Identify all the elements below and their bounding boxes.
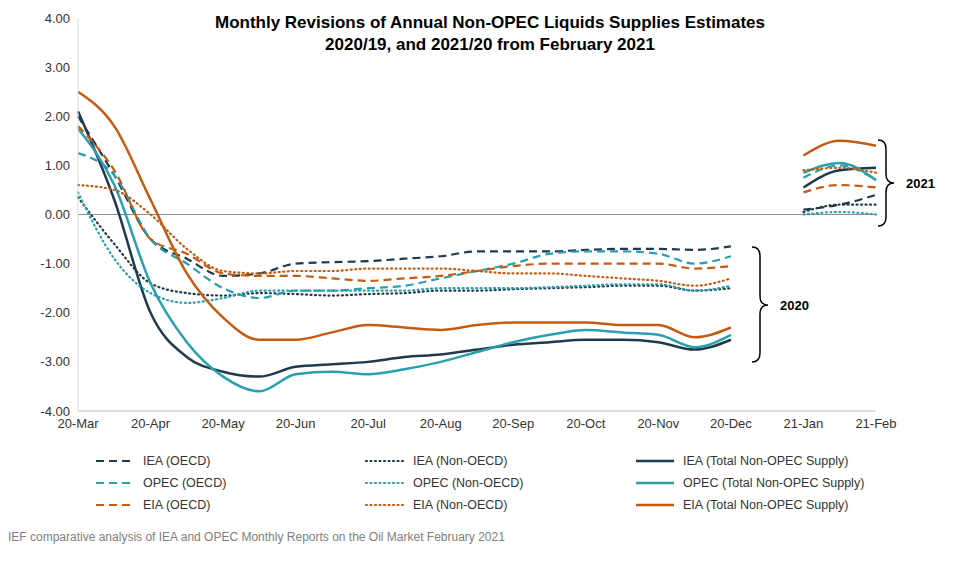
svg-text:3.00: 3.00 (45, 60, 70, 75)
svg-text:20-Sep: 20-Sep (492, 416, 534, 431)
svg-text:2021: 2021 (906, 176, 935, 191)
svg-text:20-Mar: 20-Mar (57, 416, 99, 432)
html-text:IEA (Total Non-OPEC Supply): IEA (Total Non-OPEC Supply) (683, 454, 849, 468)
svg-text:1.00: 1.00 (45, 158, 70, 173)
svg-text:4.00: 4.00 (45, 11, 70, 26)
svg-text:20-May: 20-May (201, 416, 245, 431)
html-text:OPEC (Non-OECD): OPEC (Non-OECD) (413, 476, 524, 490)
svg-text:21-Jan: 21-Jan (784, 416, 824, 431)
html-text:EIA (OECD): EIA (OECD) (143, 498, 211, 512)
svg-text:-3.00: -3.00 (40, 354, 70, 369)
html-text:2020/19, and 2021/20 from Febr: 2020/19, and 2021/20 from February 2021 (325, 35, 655, 54)
html-text:EIA (Total Non-OPEC Supply): EIA (Total Non-OPEC Supply) (683, 498, 849, 512)
html-text:IEF comparative analysis of IE: IEF comparative analysis of IEA and OPEC… (8, 530, 505, 544)
svg-text:20-Jul: 20-Jul (350, 416, 386, 431)
svg-text:20-Nov: 20-Nov (637, 416, 679, 431)
html-text:EIA (Non-OECD): EIA (Non-OECD) (413, 498, 508, 512)
svg-text:0.00: 0.00 (45, 207, 70, 222)
html-text:IEA (Non-OECD): IEA (Non-OECD) (413, 454, 508, 468)
html-text:OPEC (OECD): OPEC (OECD) (143, 476, 227, 490)
svg-text:21-Feb: 21-Feb (855, 416, 896, 431)
html-text:Monthly Revisions of Annual No: Monthly Revisions of Annual Non-OPEC Liq… (215, 13, 765, 32)
svg-text:20-Oct: 20-Oct (566, 416, 605, 431)
svg-text:-1.00: -1.00 (40, 256, 70, 271)
svg-text:-2.00: -2.00 (40, 305, 70, 320)
svg-text:20-Dec: 20-Dec (710, 416, 752, 431)
svg-text:20-Jun: 20-Jun (276, 416, 316, 431)
svg-text:2.00: 2.00 (45, 109, 70, 124)
svg-text:20-Aug: 20-Aug (420, 416, 462, 431)
svg-text:2020: 2020 (780, 298, 809, 313)
html-text:IEA (OECD): IEA (OECD) (143, 454, 211, 468)
html-text:OPEC (Total Non-OPEC Supply): OPEC (Total Non-OPEC Supply) (683, 476, 865, 490)
svg-text:-4.00: -4.00 (40, 404, 70, 419)
svg-text:20-Apr: 20-Apr (131, 416, 171, 431)
